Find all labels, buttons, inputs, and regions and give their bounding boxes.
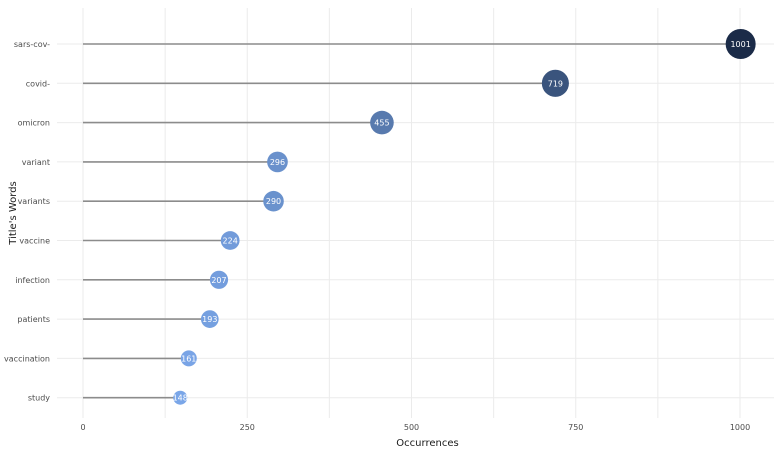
lollipop-dot: [370, 110, 394, 135]
y-tick-label: study: [28, 394, 50, 403]
x-axis-title: Occurrences: [396, 438, 458, 449]
label-layer: 0 250 500 750 1000 1001 sars-cov- 719 covid- 455 o…: [4, 40, 751, 432]
x-tick-label: 0: [80, 423, 85, 432]
lollipop-dot: [200, 310, 219, 328]
lollipop-dot: [220, 231, 240, 250]
y-tick-label: vaccination: [4, 354, 50, 363]
dot-layer: [173, 29, 756, 405]
data-value-label: 207: [211, 276, 226, 285]
y-tick-label: sars-cov-: [14, 40, 50, 49]
y-tick-label: infection: [15, 276, 50, 285]
lollipop-dot: [725, 29, 756, 59]
lollipop-dot: [209, 270, 229, 289]
x-tick-label: 750: [568, 423, 583, 432]
data-value-label: 719: [548, 79, 563, 88]
lollipop-dot: [180, 350, 197, 367]
data-value-label: 1001: [730, 40, 750, 49]
data-value-label: 290: [266, 197, 281, 206]
lollipop-dot: [173, 390, 188, 405]
x-tick-label: 500: [404, 423, 419, 432]
y-tick-label: variants: [18, 197, 50, 206]
data-value-label: 161: [181, 354, 196, 363]
grid-layer: [57, 8, 774, 418]
x-tick-label: 1000: [730, 423, 750, 432]
data-value-label: 193: [202, 315, 217, 324]
data-value-label: 224: [223, 237, 238, 246]
data-value-label: 296: [270, 158, 285, 167]
y-tick-label: patients: [17, 315, 50, 324]
y-tick-label: omicron: [18, 119, 50, 128]
y-tick-label: vaccine: [19, 237, 50, 246]
y-tick-label: covid-: [26, 79, 50, 88]
stem-layer: [83, 43, 741, 399]
lollipop-dot: [541, 69, 569, 97]
data-value-label: 148: [173, 394, 188, 403]
lollipop-dot: [267, 151, 288, 173]
data-value-label: 455: [374, 119, 389, 128]
y-tick-label: variant: [22, 158, 50, 167]
lollipop-dot: [263, 190, 284, 212]
y-axis-title: Title's Words: [8, 181, 19, 245]
x-tick-label: 250: [240, 423, 255, 432]
